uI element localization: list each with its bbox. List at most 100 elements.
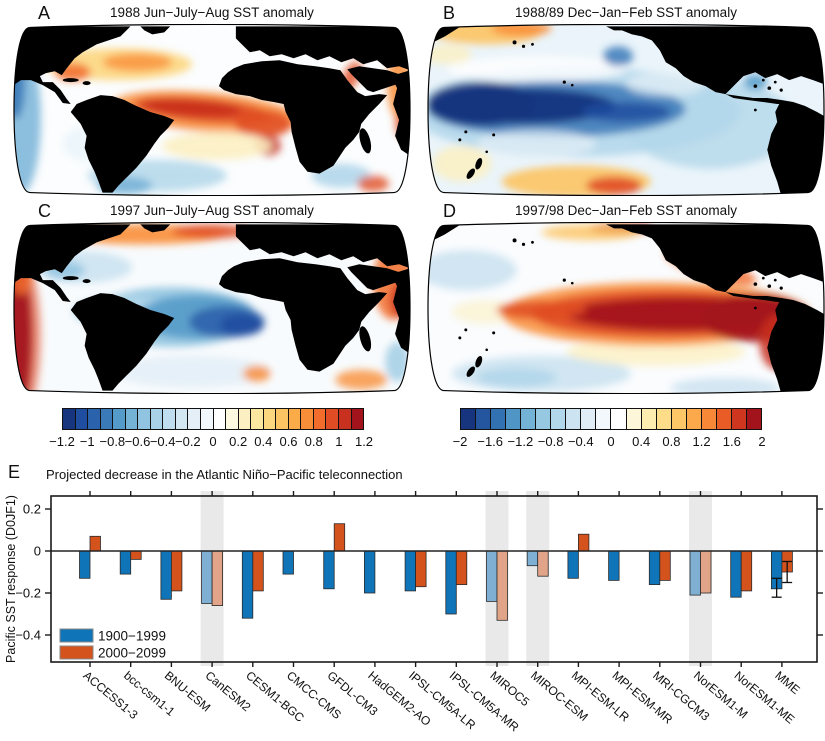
bar-1900−1999-MIROC-ESM	[526, 550, 539, 567]
panel-d-title: 1997/98 Dec−Jan−Feb SST anomaly	[515, 203, 737, 218]
colorbar-cell	[551, 409, 567, 429]
panel-b-title: 1988/89 Dec−Jan−Feb SST anomaly	[515, 5, 737, 20]
colorbar-cell	[163, 409, 176, 429]
colorbar-cell	[671, 409, 687, 429]
legend-label-1900−1999: 1900−1999	[98, 629, 166, 644]
colorbar-cell	[188, 409, 202, 429]
colorbar-cell	[313, 409, 327, 429]
colorbar-cell	[339, 409, 352, 429]
bar-1900−1999-CESM1-BGC	[241, 550, 254, 619]
colorbar-ac-gradient	[62, 408, 364, 430]
panel-c-title: 1997 Jun−July−Aug SST anomaly	[110, 203, 314, 218]
colorbar-cell	[731, 409, 747, 429]
legend-swatch-1900−1999	[59, 628, 94, 643]
colorbar-cell	[521, 409, 537, 429]
panel-b-letter: B	[443, 3, 456, 23]
bar-2000−2099-NorESM1-ME	[740, 550, 753, 592]
colorbar-tick-label: −0.2	[174, 434, 201, 449]
y-tick-label: −0.2	[15, 586, 41, 601]
colorbar-cell	[716, 409, 732, 429]
map-c-sst-anomaly-1997-jja	[13, 222, 411, 394]
bar-2000−2099-MRI-CGCM3	[659, 550, 671, 581]
bar-2000−2099-IPSL-CM5A-LR	[415, 550, 427, 588]
bar-2000−2099-MPI-ESM-LR	[578, 533, 590, 552]
colorbar-ac-tick-labels: −1.2 −1 −0.8 −0.6 −0.4 −0.2 0 0.2 0.4 0.6 0.8 1 1.2	[49, 434, 373, 452]
y-tick-label: 0.2	[23, 502, 41, 517]
error-bar-1900−1999-MME	[771, 577, 782, 598]
bar-2000−2099-bcc-csm1-1	[130, 550, 142, 560]
colorbar-cell	[581, 409, 597, 429]
colorbar-cell	[536, 409, 552, 429]
bar-2000−2099-CanESM2	[211, 550, 224, 606]
highlight-band-MIROC-ESM	[526, 491, 550, 666]
colorbar-tick-label: 1.6	[722, 434, 741, 449]
colorbar-cell	[75, 409, 89, 429]
colorbar-cell	[461, 409, 477, 429]
colorbar-cell	[301, 409, 314, 429]
colorbar-tick-label: 2	[758, 434, 766, 449]
bar-2000−2099-MIROC-ESM	[537, 550, 549, 577]
colorbar-tick-label: 0.8	[662, 434, 681, 449]
colorbar-tick-label: 1.2	[354, 434, 374, 449]
colorbar-tick-label: 0	[209, 434, 217, 449]
colorbar-tick-label: 1	[335, 434, 343, 449]
colorbar-cell	[566, 409, 582, 429]
bar-1900−1999-MPI-ESM-LR	[567, 550, 579, 579]
bar-2000−2099-IPSL-CM5A-MR	[455, 550, 468, 585]
colorbar-tick-label: −1	[79, 434, 95, 449]
bar-1900−1999-CanESM2	[201, 550, 213, 604]
bar-1900−1999-bcc-csm1-1	[119, 550, 132, 575]
plot-frame	[50, 495, 818, 663]
colorbar-cell	[150, 409, 164, 429]
panel-e-bar-chart: ACCESS1-3bcc-csm1-1BNU-ESMCanESM2CESM1-B…	[4, 491, 823, 735]
colorbar-tick-label: −0.6	[124, 434, 151, 449]
panel-a-letter: A	[38, 3, 51, 23]
y-tick-label: −0.4	[15, 628, 41, 643]
colorbar-tick-label: −1.2	[507, 434, 534, 449]
map-a-sst-anomaly-1988-jja	[13, 24, 411, 196]
colorbar-tick-label: 1.2	[692, 434, 711, 449]
colorbar-tick-label: −1.2	[49, 434, 75, 449]
colorbar-cell	[491, 409, 507, 429]
colorbar-cell	[201, 409, 214, 429]
colorbar-tick-label: 0	[607, 434, 615, 449]
bar-2000−2099-NorESM1-M	[700, 550, 712, 594]
bar-1900−1999-NorESM1-M	[689, 550, 701, 596]
colorbar-cell	[506, 409, 522, 429]
colorbar-cell	[276, 409, 289, 429]
bar-1900−1999-MRI-CGCM3	[648, 550, 661, 585]
panel-a-title: 1988 Jun−July−Aug SST anomaly	[110, 5, 314, 20]
bar-2000−2099-MIROC5	[496, 550, 508, 621]
colorbar-tick-label: −0.4	[149, 434, 176, 449]
colorbar-cell	[641, 409, 657, 429]
colorbar-cell	[476, 409, 492, 429]
colorbar-tick-label: −0.8	[99, 434, 126, 449]
colorbar-tick-label: 0.2	[229, 434, 248, 449]
colorbar-tick-label: 0.4	[254, 434, 273, 449]
colorbar-cell	[701, 409, 717, 429]
colorbar-cell	[138, 409, 151, 429]
colorbar-cell	[251, 409, 264, 429]
colorbar-cell	[113, 409, 126, 429]
bar-1900−1999-GFDL-CM3	[323, 550, 335, 590]
colorbar-tick-label: 0.4	[632, 434, 651, 449]
colorbar-cell	[351, 409, 364, 429]
panel-e-title: Projected decrease in the Atlantic Niño−…	[46, 467, 403, 482]
colorbar-cell	[175, 409, 189, 429]
colorbar-tick-label: −0.4	[567, 434, 594, 449]
colorbar-cell	[626, 409, 642, 429]
colorbar-cell	[63, 409, 76, 429]
error-bar-2000−2099-MME	[782, 560, 793, 584]
bar-1900−1999-MIROC5	[486, 550, 498, 602]
colorbar-tick-label: 0.8	[304, 434, 323, 449]
y-tick-label: 0	[34, 544, 41, 559]
bar-1900−1999-MPI-ESM-MR	[608, 550, 620, 581]
bar-2000−2099-GFDL-CM3	[333, 523, 346, 552]
panel-d-letter: D	[443, 201, 456, 221]
colorbar-cell	[125, 409, 139, 429]
colorbar-cell	[226, 409, 239, 429]
colorbar-tick-label: −2	[452, 434, 468, 449]
colorbar-cell	[238, 409, 252, 429]
colorbar-cell	[611, 409, 627, 429]
